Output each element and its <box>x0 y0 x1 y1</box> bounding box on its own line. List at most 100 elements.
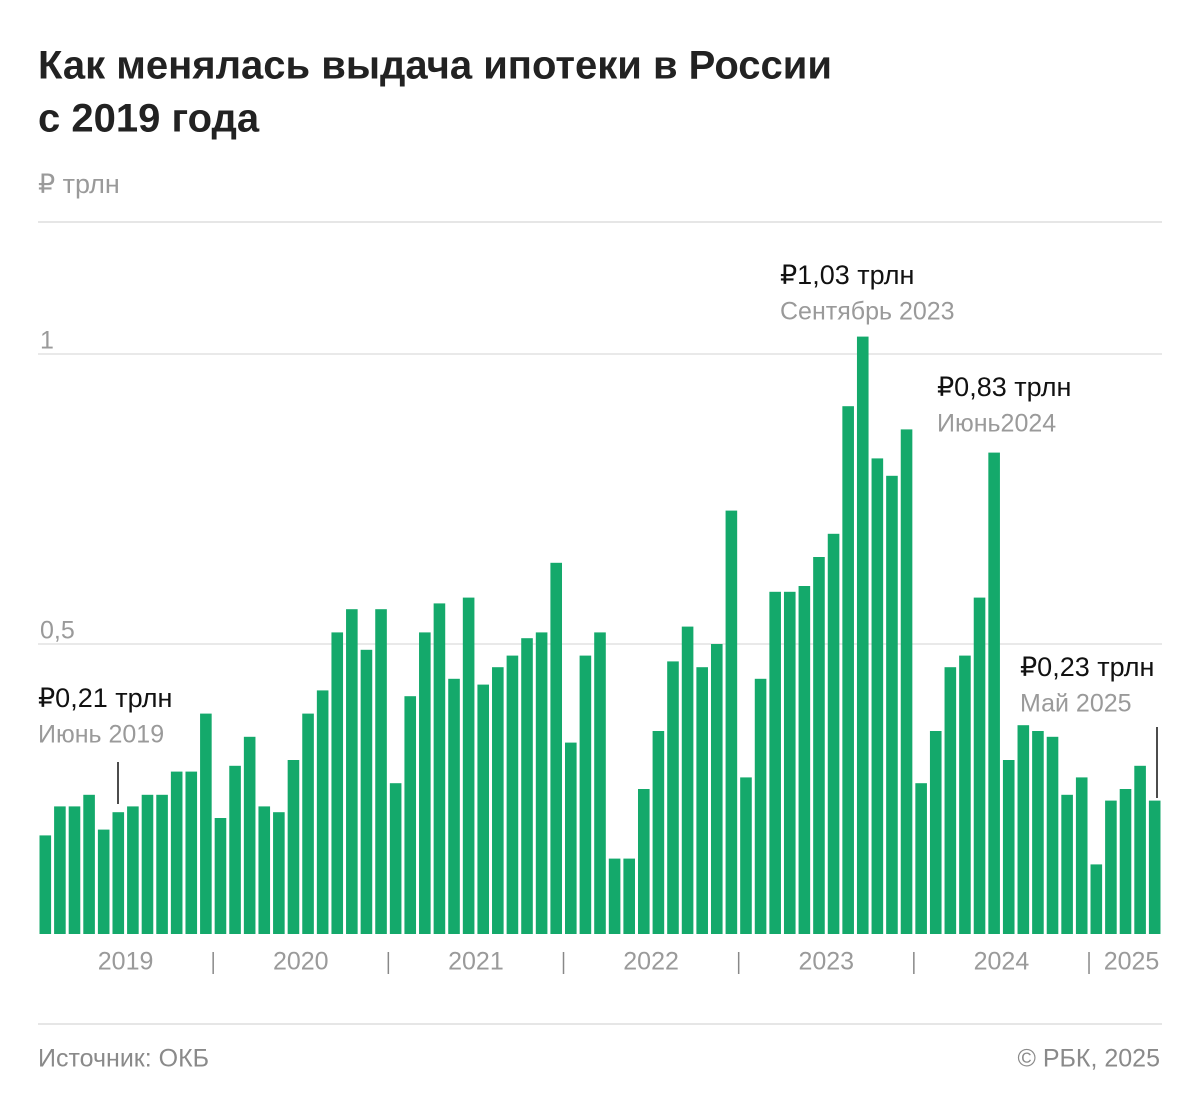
annotation-value: ₽0,21 трлн <box>38 683 172 713</box>
bar <box>1032 731 1044 934</box>
bar <box>433 603 446 934</box>
bar <box>900 429 913 934</box>
bar <box>389 783 402 934</box>
bar <box>492 667 504 934</box>
bar <box>331 632 344 934</box>
bar <box>988 452 1000 934</box>
bar <box>535 632 548 934</box>
bar <box>127 806 139 934</box>
bar <box>827 533 840 934</box>
bar <box>667 661 679 934</box>
bar <box>200 713 212 934</box>
bar <box>798 586 811 934</box>
bar <box>637 789 650 934</box>
bar <box>1002 760 1015 934</box>
bar <box>929 731 942 934</box>
annotation-date: Май 2025 <box>1020 690 1132 718</box>
annotation-value: ₽0,23 трлн <box>1020 652 1154 682</box>
bar <box>258 806 271 934</box>
bar <box>302 713 314 934</box>
y-axis-label: ₽ трлн <box>38 169 120 199</box>
bar <box>842 406 854 934</box>
bar <box>243 736 256 934</box>
bar <box>214 818 227 934</box>
bar <box>710 644 723 934</box>
bar <box>68 806 81 934</box>
bar <box>871 458 884 934</box>
bar <box>594 632 606 934</box>
bar <box>973 597 986 934</box>
bar <box>681 626 694 934</box>
x-tick-label: 2024 <box>974 948 1030 976</box>
bar <box>915 783 927 934</box>
bar <box>754 678 767 934</box>
bar <box>886 475 898 934</box>
x-tick-label: 2022 <box>623 948 679 976</box>
annotation-date: Июнь2024 <box>937 410 1056 438</box>
bar <box>521 638 533 934</box>
x-tick-label: 2023 <box>798 948 854 976</box>
bar <box>725 510 738 934</box>
bar <box>1119 789 1132 934</box>
bar <box>185 771 198 934</box>
bar <box>1017 725 1030 934</box>
bar <box>316 690 329 934</box>
x-tick-label: 2019 <box>98 948 154 976</box>
bar <box>1046 736 1059 934</box>
bar <box>273 812 285 934</box>
bar <box>419 632 431 934</box>
plot: 0,5 1 2019 2020 2021 2022 2023 2024 2025 <box>38 327 1162 976</box>
bar <box>287 760 300 934</box>
bar <box>740 777 752 934</box>
bar <box>477 684 490 934</box>
bar <box>112 812 125 934</box>
bar <box>156 794 168 934</box>
annotation-date: Июнь 2019 <box>38 721 164 749</box>
source: Источник: ОКБ <box>38 1045 209 1073</box>
bar <box>769 591 781 934</box>
bar <box>608 858 621 934</box>
bar <box>1105 800 1117 934</box>
y-tick-label: 0,5 <box>40 617 75 645</box>
bar <box>229 765 241 934</box>
bar <box>623 858 635 934</box>
bar <box>565 742 577 934</box>
bar <box>813 557 825 934</box>
bar <box>170 771 183 934</box>
annotation-date: Сентябрь 2023 <box>780 298 955 326</box>
bar <box>360 649 373 934</box>
bar <box>448 678 460 934</box>
y-tick-label: 1 <box>40 327 54 355</box>
bar <box>506 655 519 934</box>
bar <box>783 591 796 934</box>
annotation-value: ₽1,03 трлн <box>780 260 914 290</box>
bar <box>97 829 110 934</box>
bar <box>404 696 417 934</box>
chart-title: Как менялась выдача ипотеки в России <box>38 44 832 88</box>
bar <box>141 794 154 934</box>
bar <box>1090 864 1103 934</box>
bar <box>959 655 971 934</box>
x-tick-label: 2020 <box>273 948 329 976</box>
bar <box>856 336 869 935</box>
bar <box>83 794 95 934</box>
x-tick-label: 2021 <box>448 948 504 976</box>
x-tick-label: 2025 <box>1104 948 1160 976</box>
bar <box>346 609 358 934</box>
annotation-value: ₽0,83 трлн <box>937 372 1071 402</box>
bar <box>54 806 66 934</box>
bar <box>579 655 592 934</box>
credit: © РБК, 2025 <box>1017 1045 1160 1073</box>
bar <box>39 835 52 934</box>
bar <box>1075 777 1088 934</box>
bar <box>462 597 475 934</box>
bar <box>550 562 563 934</box>
chart-title: с 2019 года <box>38 97 260 141</box>
bar <box>375 609 387 934</box>
bar <box>652 731 665 934</box>
bar <box>1061 794 1073 934</box>
bar <box>1148 800 1161 934</box>
bar <box>696 667 708 934</box>
bar <box>1134 765 1146 934</box>
